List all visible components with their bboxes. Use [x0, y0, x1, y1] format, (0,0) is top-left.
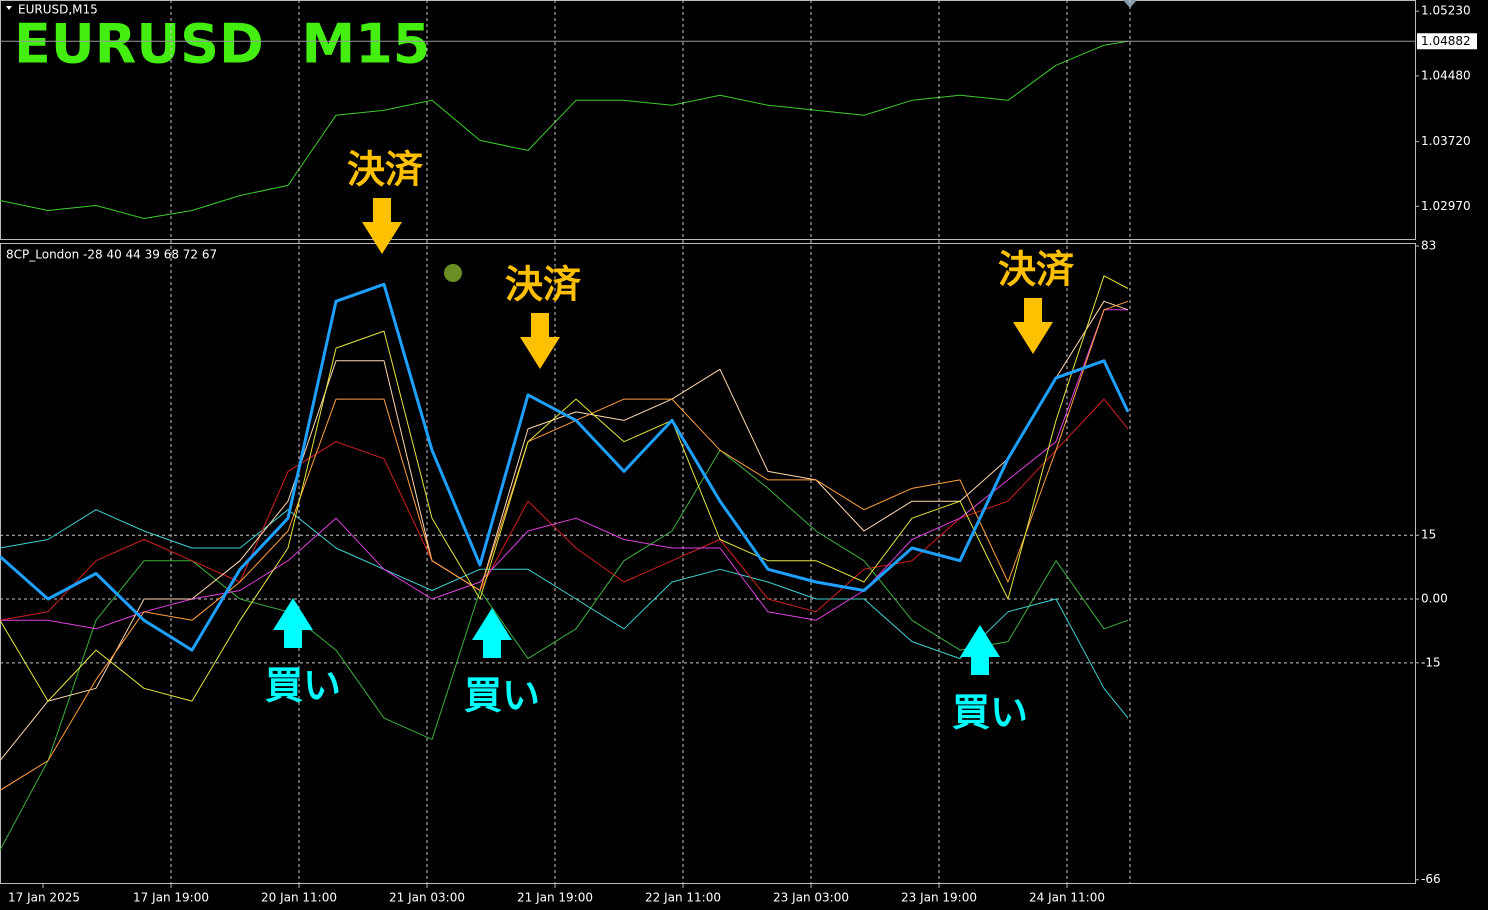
annotation: 決済	[505, 263, 582, 307]
x-tick-label: 22 Jan 11:00	[645, 891, 721, 905]
y-tick-label: 1.02970	[1421, 199, 1471, 213]
buy-arrow	[960, 625, 1000, 675]
annotation: 決済	[998, 248, 1075, 292]
x-tick-label: 23 Jan 19:00	[901, 891, 977, 905]
y-tick-label: 15	[1421, 528, 1436, 542]
indicator-label: 8CP_London -28 40 44 39 68 72 67	[6, 248, 217, 262]
shift-marker	[1123, 0, 1137, 8]
data-line	[0, 40, 1129, 219]
x-tick-label: 21 Jan 19:00	[517, 891, 593, 905]
data-line	[0, 275, 1129, 702]
menu-triangle	[6, 6, 12, 10]
symbol-label: EURUSD,M15	[18, 3, 98, 17]
signal-dot	[444, 264, 462, 282]
annotation: 買い	[952, 691, 1028, 735]
exit-arrow	[520, 313, 560, 369]
exit-arrow	[362, 198, 402, 254]
x-tick-label: 24 Jan 11:00	[1029, 891, 1105, 905]
annotation: 買い	[265, 664, 341, 708]
y-tick-label: 1.03720	[1421, 134, 1471, 148]
buy-arrow	[472, 608, 512, 658]
annotation: 買い	[464, 674, 540, 718]
x-tick-label: 17 Jan 2025	[8, 891, 80, 905]
chart-title: EURUSD M15	[14, 13, 430, 76]
y-tick-label: 83	[1421, 239, 1436, 253]
y-tick-label: 1.05230	[1421, 4, 1471, 18]
x-tick-label: 21 Jan 03:00	[389, 891, 465, 905]
data-line	[0, 282, 1130, 652]
data-line	[0, 509, 1129, 719]
y-tick-label: -15	[1421, 655, 1441, 669]
price-box	[1417, 33, 1477, 50]
y-tick-label: 1.04480	[1421, 68, 1471, 82]
x-tick-label: 17 Jan 19:00	[133, 891, 209, 905]
annotation: 決済	[347, 148, 424, 192]
indicator-panel-frame	[0, 243, 1416, 884]
y-tick-label: 0.00	[1421, 592, 1448, 606]
buy-arrow	[273, 598, 313, 648]
exit-arrow	[1013, 298, 1053, 354]
x-tick-label: 20 Jan 11:00	[261, 891, 337, 905]
price-box-label: 1.04882	[1421, 34, 1471, 48]
price-panel-frame	[0, 0, 1416, 240]
y-tick-label: -66	[1421, 872, 1441, 886]
x-tick-label: 23 Jan 03:00	[773, 891, 849, 905]
